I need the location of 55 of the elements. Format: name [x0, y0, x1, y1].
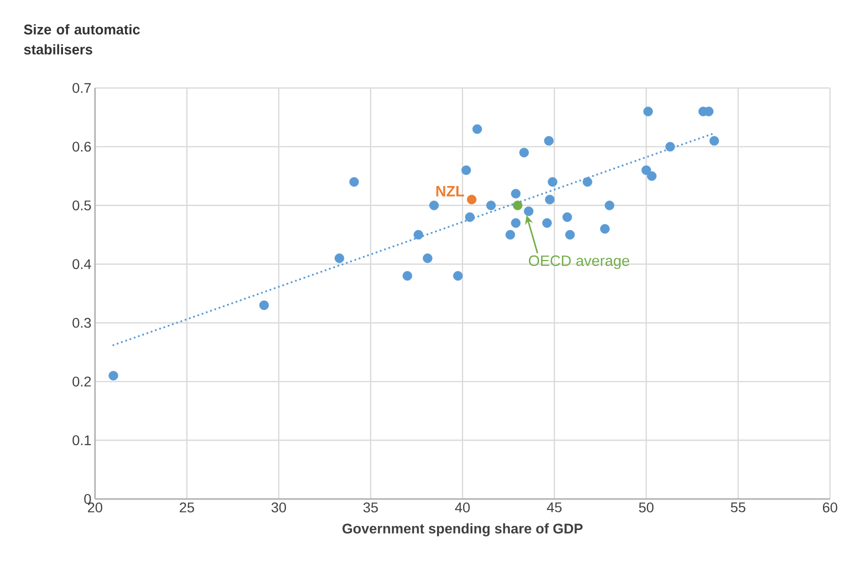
x-tick-label: 25 — [180, 502, 194, 512]
point — [512, 200, 522, 210]
point — [259, 300, 269, 310]
point — [646, 171, 657, 181]
series-label: NZL — [436, 186, 464, 196]
y-tick-label: 0.3 — [72, 318, 91, 328]
y-tick-label: 0.7 — [72, 83, 91, 93]
point — [453, 271, 463, 281]
point — [641, 165, 652, 175]
x-tick-label: 60 — [822, 502, 838, 512]
y-tick-label: 0.1 — [72, 435, 91, 446]
point — [519, 148, 529, 158]
point — [665, 142, 675, 152]
x-tick-label: 35 — [363, 502, 378, 512]
y-axis-title: Size of automatic stabilisers — [24, 24, 140, 54]
x-tick-label: 45 — [546, 502, 562, 512]
point — [524, 206, 534, 216]
point — [486, 200, 496, 210]
x-tick-label: 55 — [730, 502, 746, 512]
point — [466, 194, 476, 204]
point — [604, 200, 614, 210]
point — [334, 253, 344, 264]
point — [709, 136, 720, 146]
point — [600, 224, 610, 234]
point — [582, 177, 592, 187]
point — [402, 271, 412, 281]
point — [562, 212, 572, 222]
x-tick-label: 20 — [88, 502, 102, 512]
x-tick-label: 30 — [272, 502, 286, 512]
y-tick-label: 0.2 — [72, 376, 91, 387]
point — [548, 177, 558, 187]
annotation: OECD average — [528, 255, 630, 270]
x-tick-label: 40 — [455, 502, 470, 512]
point — [108, 370, 118, 380]
x-axis-title: Government spending share of GDP — [342, 523, 583, 536]
point — [414, 230, 424, 240]
point — [465, 212, 475, 222]
point — [422, 253, 432, 264]
point — [505, 230, 516, 240]
point — [429, 200, 439, 210]
point — [461, 165, 471, 175]
point — [544, 194, 555, 204]
y-tick-label: 0.4 — [72, 259, 92, 270]
y-tick-label: 0.6 — [72, 142, 91, 152]
point — [542, 218, 552, 228]
point — [349, 177, 359, 187]
point — [544, 136, 554, 146]
y-tick-label: 0 — [84, 494, 91, 504]
y-tick-label: 0.5 — [72, 200, 91, 210]
x-tick-label: 50 — [639, 502, 654, 512]
point — [643, 106, 653, 116]
point — [510, 188, 521, 198]
point — [472, 124, 482, 134]
point — [510, 218, 521, 228]
point — [565, 230, 575, 240]
